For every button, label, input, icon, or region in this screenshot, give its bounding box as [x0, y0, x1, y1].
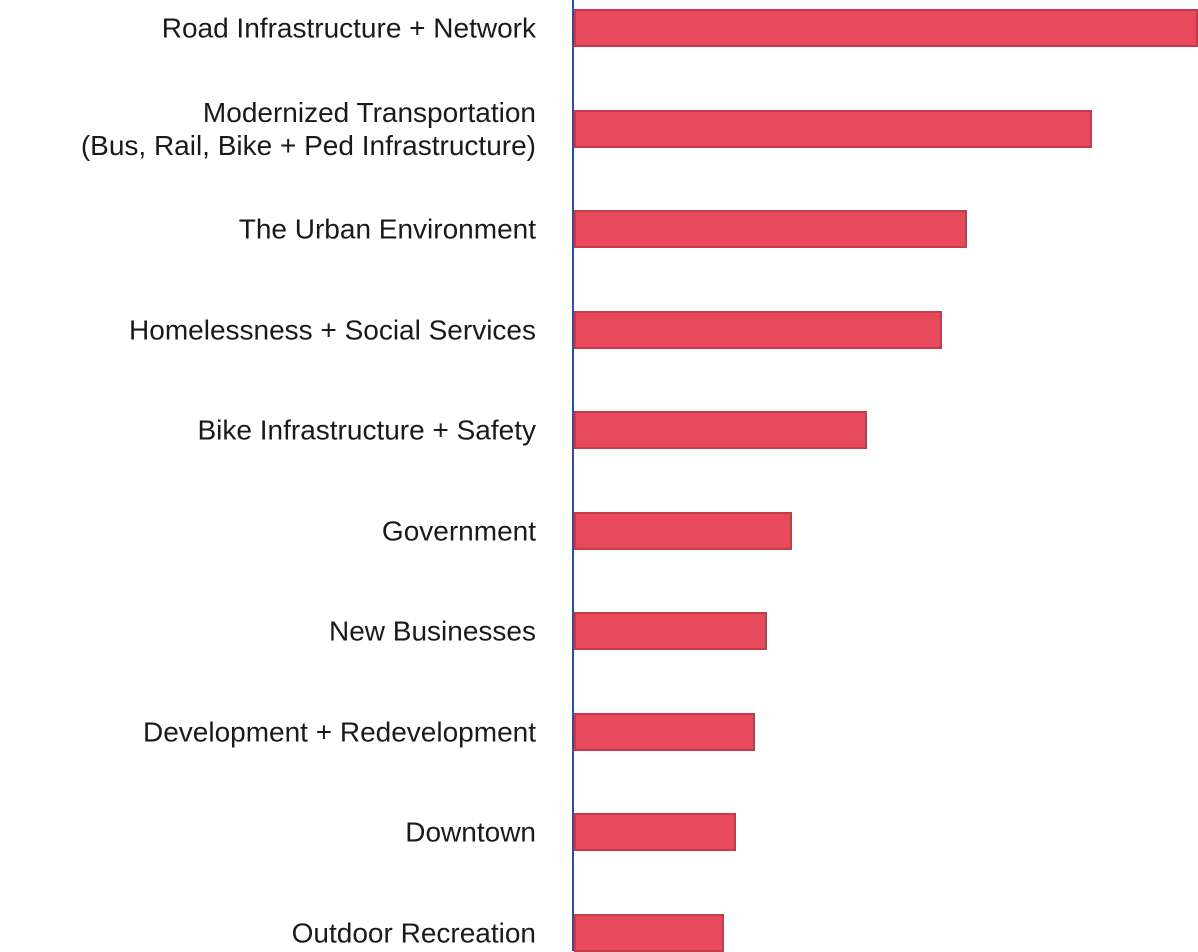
category-label: Bike Infrastructure + Safety: [197, 414, 537, 446]
category-label: Homelessness + Social Services: [129, 314, 536, 345]
category-label: The Urban Environment: [238, 213, 536, 245]
category-label: Development + Redevelopment: [142, 716, 536, 747]
bar: [574, 511, 793, 550]
category-label: Modernized Transportation (Bus, Rail, Bi…: [80, 96, 536, 161]
bar: [574, 310, 943, 349]
category-label: Government: [381, 515, 536, 546]
bar: [574, 813, 737, 851]
category-label: Downtown: [405, 816, 536, 848]
category-label: New Businesses: [329, 615, 536, 647]
bar: [574, 712, 755, 751]
bar: [574, 109, 1092, 148]
category-label: Outdoor Recreation: [291, 917, 536, 948]
axis-line: [572, 0, 574, 951]
bar: [574, 210, 968, 248]
bar: [574, 612, 768, 650]
category-label: Road Infrastructure + Network: [161, 12, 536, 44]
bar: [574, 411, 868, 449]
bar: [574, 913, 724, 952]
bar: [574, 9, 1198, 47]
